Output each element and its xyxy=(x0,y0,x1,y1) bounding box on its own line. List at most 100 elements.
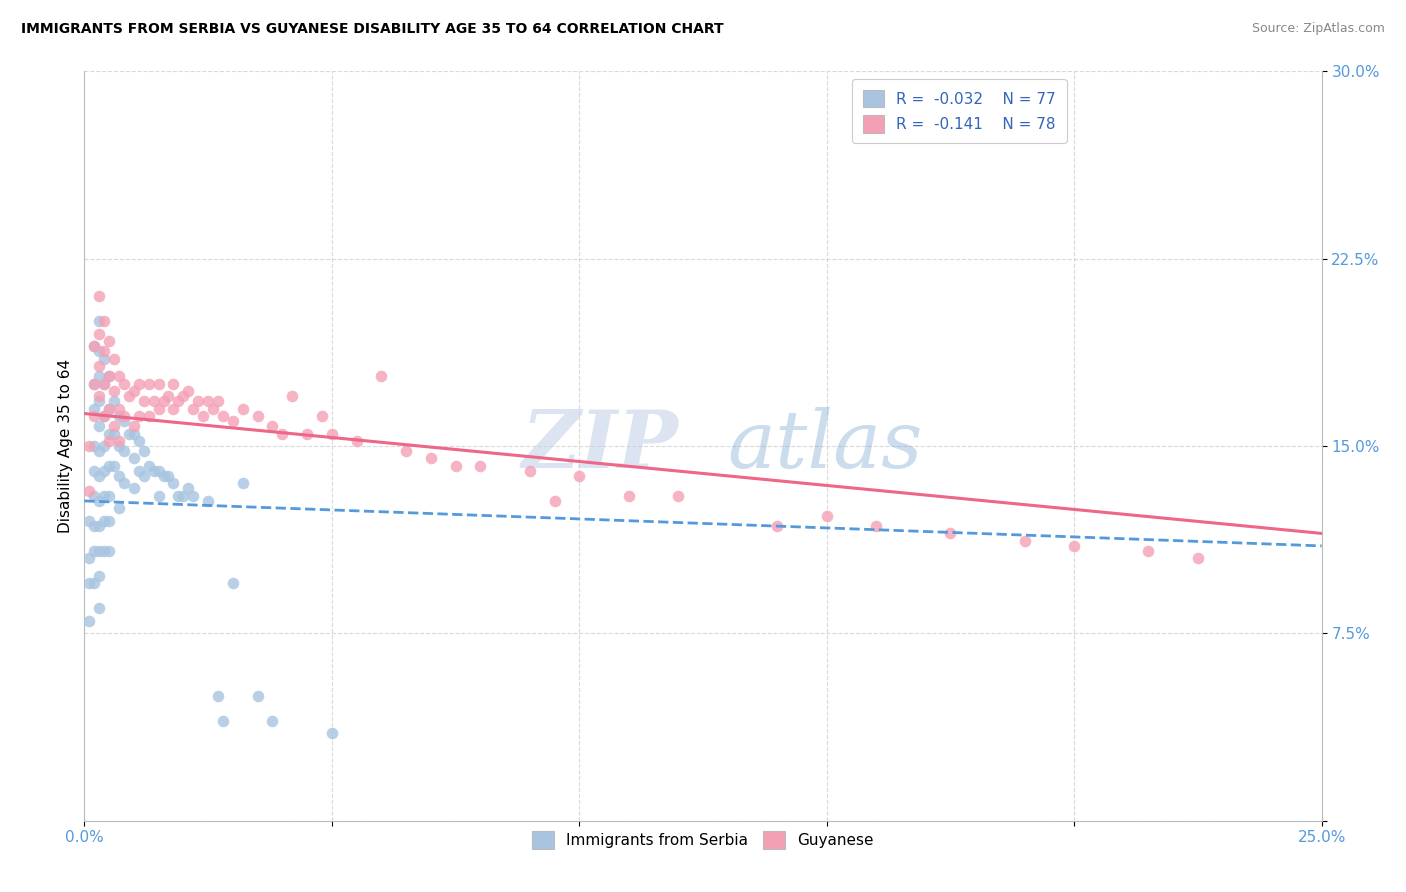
Point xyxy=(419,451,441,466)
Point xyxy=(79,576,101,591)
Point xyxy=(108,401,131,416)
Point xyxy=(395,444,418,458)
Point xyxy=(207,394,229,409)
Point xyxy=(93,351,115,366)
Point xyxy=(93,439,115,453)
Point xyxy=(89,569,111,583)
Point xyxy=(79,514,101,528)
Point xyxy=(98,401,121,416)
Point xyxy=(138,409,160,423)
Point xyxy=(103,384,125,398)
Point xyxy=(815,508,838,523)
Point xyxy=(89,359,111,373)
Point xyxy=(172,489,194,503)
Point xyxy=(187,394,209,409)
Point xyxy=(148,401,170,416)
Point xyxy=(89,544,111,558)
Point xyxy=(83,576,105,591)
Point xyxy=(232,401,254,416)
Point xyxy=(83,339,105,353)
Point xyxy=(128,434,150,448)
Point xyxy=(89,369,111,384)
Point xyxy=(207,689,229,703)
Point xyxy=(83,519,105,533)
Point xyxy=(98,401,121,416)
Point xyxy=(262,714,284,728)
Point xyxy=(222,576,245,591)
Point xyxy=(112,376,135,391)
Point xyxy=(103,394,125,409)
Point xyxy=(666,489,689,503)
Point xyxy=(89,344,111,359)
Point xyxy=(138,376,160,391)
Point xyxy=(865,519,887,533)
Point xyxy=(108,469,131,483)
Point xyxy=(98,514,121,528)
Point xyxy=(281,389,304,403)
Point xyxy=(470,458,492,473)
Point xyxy=(271,426,294,441)
Point xyxy=(89,289,111,303)
Point xyxy=(89,314,111,328)
Point xyxy=(112,414,135,428)
Point xyxy=(83,409,105,423)
Point xyxy=(108,369,131,384)
Point xyxy=(162,376,184,391)
Point xyxy=(108,409,131,423)
Text: atlas: atlas xyxy=(728,408,924,484)
Point xyxy=(118,389,141,403)
Point xyxy=(1014,533,1036,548)
Point xyxy=(89,394,111,409)
Point xyxy=(543,494,565,508)
Point xyxy=(1187,551,1209,566)
Point xyxy=(122,419,145,434)
Point xyxy=(148,464,170,478)
Point xyxy=(212,409,235,423)
Point xyxy=(148,376,170,391)
Point xyxy=(83,339,105,353)
Point xyxy=(83,489,105,503)
Point xyxy=(177,482,200,496)
Point xyxy=(93,344,115,359)
Point xyxy=(295,426,318,441)
Point xyxy=(142,464,165,478)
Point xyxy=(132,394,155,409)
Point xyxy=(246,409,269,423)
Point xyxy=(181,489,204,503)
Point xyxy=(132,444,155,458)
Point xyxy=(93,409,115,423)
Text: ZIP: ZIP xyxy=(522,408,678,484)
Point xyxy=(1063,539,1085,553)
Point xyxy=(103,419,125,434)
Point xyxy=(93,464,115,478)
Point xyxy=(83,401,105,416)
Point xyxy=(108,434,131,448)
Point xyxy=(112,444,135,458)
Point xyxy=(370,369,392,384)
Point xyxy=(79,483,101,498)
Point xyxy=(98,458,121,473)
Point xyxy=(202,401,225,416)
Point xyxy=(83,376,105,391)
Point xyxy=(98,434,121,448)
Point xyxy=(212,714,235,728)
Point xyxy=(568,469,591,483)
Point xyxy=(177,384,200,398)
Point xyxy=(98,369,121,384)
Point xyxy=(89,389,111,403)
Legend: Immigrants from Serbia, Guyanese: Immigrants from Serbia, Guyanese xyxy=(523,822,883,858)
Point xyxy=(108,439,131,453)
Point xyxy=(617,489,640,503)
Point xyxy=(167,394,190,409)
Point xyxy=(128,464,150,478)
Point xyxy=(83,544,105,558)
Point xyxy=(262,419,284,434)
Point xyxy=(939,526,962,541)
Point xyxy=(444,458,467,473)
Point xyxy=(103,426,125,441)
Point xyxy=(89,494,111,508)
Point xyxy=(98,369,121,384)
Point xyxy=(148,489,170,503)
Point xyxy=(79,551,101,566)
Point xyxy=(321,426,343,441)
